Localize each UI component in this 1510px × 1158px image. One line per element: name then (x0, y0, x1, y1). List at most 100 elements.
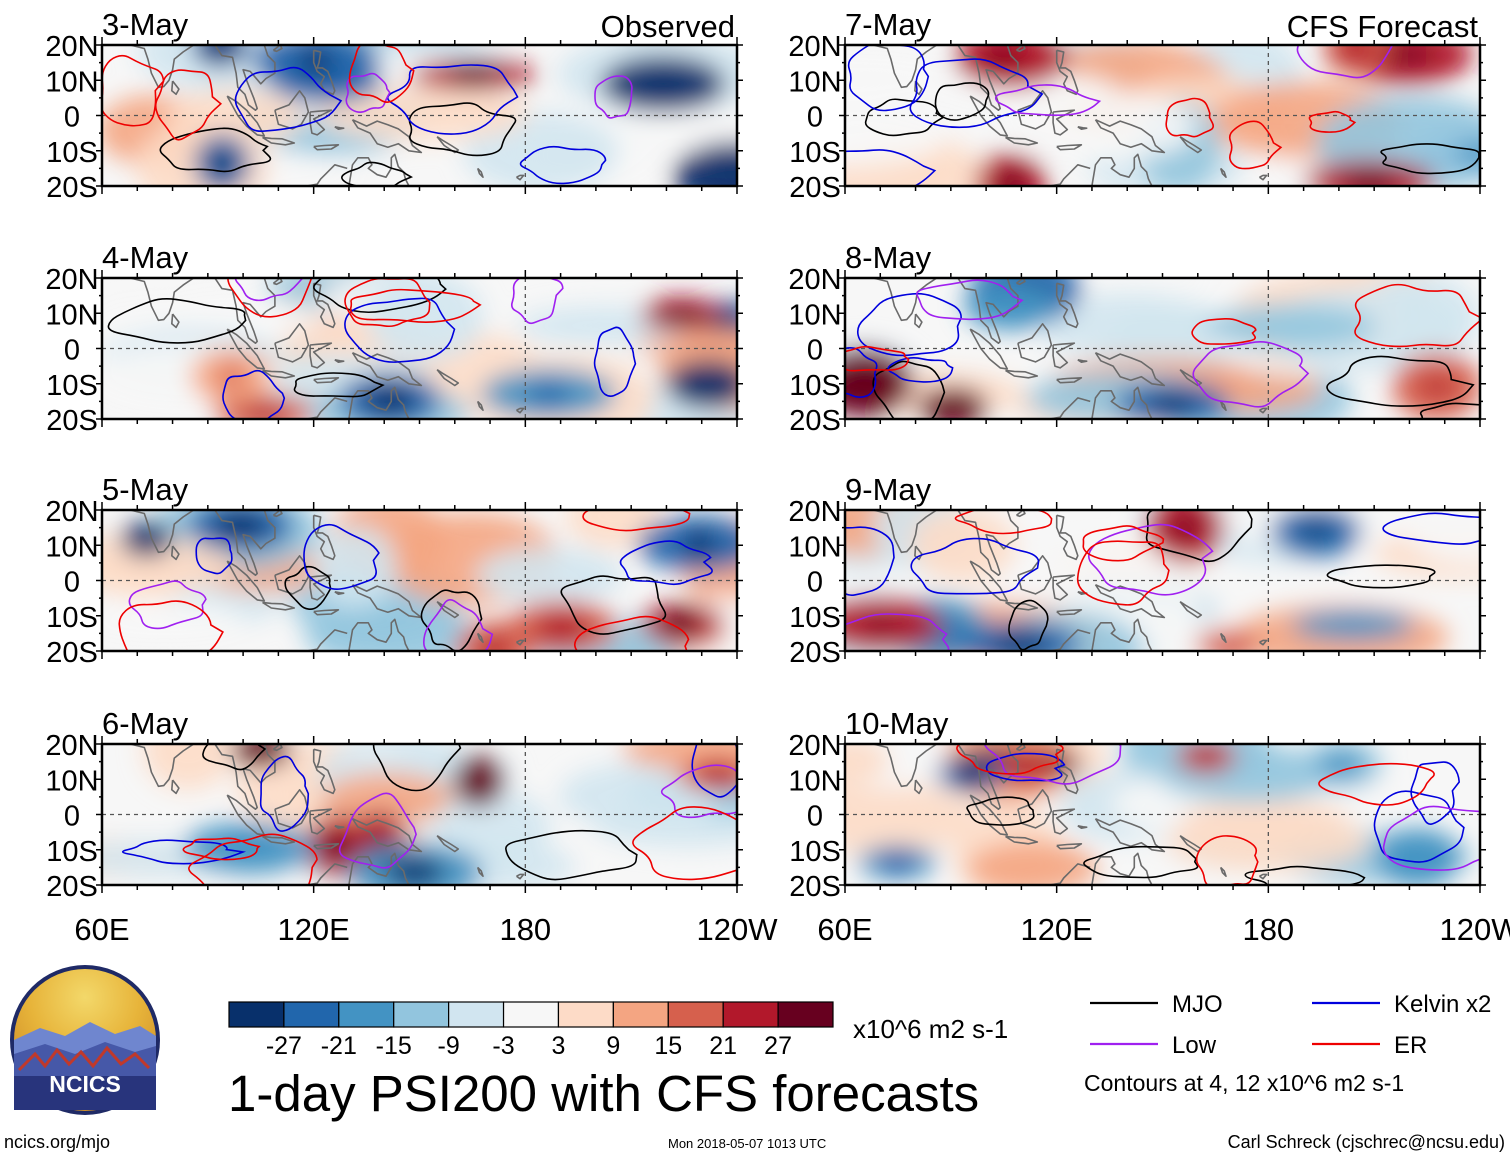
y-tick-label: 20S (46, 172, 98, 204)
x-tick-label: 120E (1020, 912, 1092, 947)
y-tick-label: 0 (64, 102, 80, 134)
y-tick-label: 10S (789, 137, 841, 169)
colorbar-units: x10^6 m2 s-1 (853, 1014, 1008, 1044)
colorbar: -27 -21 -15 -9 -3 3 9 15 21 27 (228, 1001, 834, 1060)
colorbar-swatch (667, 1001, 724, 1028)
legend-label: Kelvin x2 (1394, 991, 1491, 1018)
y-tick-label: 10S (46, 836, 98, 868)
website-link[interactable]: ncics.org/mjo (4, 1132, 110, 1152)
colorbar-swatch (448, 1001, 505, 1028)
panel-date-label: 10-May (845, 706, 949, 741)
map-panel-7-May: 7-May (839, 7, 1486, 194)
y-tick-label: 20N (788, 496, 841, 528)
y-tick-label: 10S (46, 602, 98, 634)
x-tick-label: 180 (1242, 912, 1294, 947)
colorbar-swatch (228, 1001, 285, 1028)
y-tick-label: 10N (45, 66, 98, 98)
y-tick-label: 10S (789, 370, 841, 402)
column-header: CFS Forecast (1287, 9, 1479, 44)
y-tick-label: 10N (788, 299, 841, 331)
legend-label: Low (1172, 1032, 1217, 1059)
map-panel-3-May: 3-May (96, 7, 743, 194)
y-tick-label: 0 (64, 801, 80, 833)
y-tick-label: 0 (64, 335, 80, 367)
colorbar-swatch (502, 1001, 560, 1028)
colorbar-tick-label: -21 (321, 1032, 357, 1060)
panel-date-label: 6-May (102, 706, 189, 741)
panel-date-label: 3-May (102, 7, 189, 42)
colorbar-tick-label: 3 (552, 1032, 566, 1060)
colorbar-tick-label: -9 (438, 1032, 460, 1060)
ncics-logo: NCICS (10, 965, 160, 1115)
y-tick-label: 20S (789, 172, 841, 204)
y-tick-label: 10S (46, 137, 98, 169)
y-tick-label: 20N (45, 264, 98, 296)
contour-legend: MJO Kelvin x2 Low ER (1090, 991, 1491, 1059)
y-tick-label: 20S (789, 405, 841, 437)
y-tick-label: 10N (45, 765, 98, 797)
y-tick-label: 20N (45, 730, 98, 762)
colorbar-tick-label: 15 (654, 1032, 682, 1060)
colorbar-tick-label: -3 (492, 1032, 514, 1060)
map-panel-10-May: 10-May (839, 706, 1486, 893)
panel-date-label: 5-May (102, 472, 189, 507)
x-tick-label: 120E (277, 912, 349, 947)
map-panel-4-May: 4-May (96, 240, 743, 427)
legend-label: ER (1394, 1032, 1427, 1059)
y-tick-label: 20N (45, 496, 98, 528)
map-panel-5-May: 5-May (96, 472, 743, 659)
panel-date-label: 8-May (845, 240, 932, 275)
colorbar-swatch (612, 1001, 669, 1028)
column-header: Observed (601, 9, 735, 44)
figure-title: 1-day PSI200 with CFS forecasts (228, 1065, 979, 1122)
panel-date-label: 7-May (845, 7, 932, 42)
colorbar-swatch (338, 1001, 395, 1028)
ncics-logo-text: NCICS (49, 1071, 121, 1097)
colorbar-tick-label: -27 (266, 1032, 302, 1060)
y-tick-label: 0 (807, 335, 823, 367)
y-tick-label: 0 (64, 567, 80, 599)
y-tick-label: 20S (46, 637, 98, 669)
colorbar-tick-label: 21 (709, 1032, 737, 1060)
colorbar-tick-label: -15 (376, 1032, 412, 1060)
y-tick-label: 20N (788, 730, 841, 762)
y-tick-label: 10N (788, 531, 841, 563)
y-tick-label: 10S (789, 836, 841, 868)
y-tick-label: 20S (789, 637, 841, 669)
colorbar-swatch (722, 1001, 779, 1028)
author-credit: Carl Schreck (cjschrec@ncsu.edu) (1228, 1132, 1505, 1152)
panel-date-label: 4-May (102, 240, 189, 275)
map-panel-8-May: 8-May (839, 240, 1486, 427)
y-tick-label: 10N (45, 531, 98, 563)
contour-note: Contours at 4, 12 x10^6 m2 s-1 (1084, 1070, 1404, 1096)
y-tick-label: 0 (807, 567, 823, 599)
y-tick-label: 20N (788, 264, 841, 296)
y-tick-label: 20S (46, 871, 98, 903)
colorbar-swatch (283, 1001, 340, 1028)
legend-label: MJO (1172, 991, 1223, 1018)
map-panel-9-May: 9-May (839, 472, 1486, 659)
y-tick-label: 10N (788, 765, 841, 797)
y-tick-label: 20S (46, 405, 98, 437)
colorbar-swatch (777, 1001, 834, 1028)
x-tick-label: 60E (817, 912, 872, 947)
y-tick-label: 20N (45, 31, 98, 63)
colorbar-swatch (393, 1001, 450, 1028)
x-tick-label: 120W (1440, 912, 1510, 947)
y-tick-label: 10N (788, 66, 841, 98)
y-tick-label: 20S (789, 871, 841, 903)
y-tick-label: 0 (807, 102, 823, 134)
colorbar-tick-label: 27 (764, 1032, 792, 1060)
colorbar-tick-label: 9 (606, 1032, 620, 1060)
x-tick-label: 60E (74, 912, 129, 947)
timestamp: Mon 2018-05-07 1013 UTC (668, 1136, 826, 1151)
y-tick-label: 10S (46, 370, 98, 402)
x-tick-label: 120W (697, 912, 779, 947)
map-panel-6-May: 6-May (96, 706, 743, 893)
panel-date-label: 9-May (845, 472, 932, 507)
y-tick-label: 10N (45, 299, 98, 331)
x-tick-label: 180 (499, 912, 551, 947)
y-tick-label: 20N (788, 31, 841, 63)
y-tick-label: 10S (789, 602, 841, 634)
